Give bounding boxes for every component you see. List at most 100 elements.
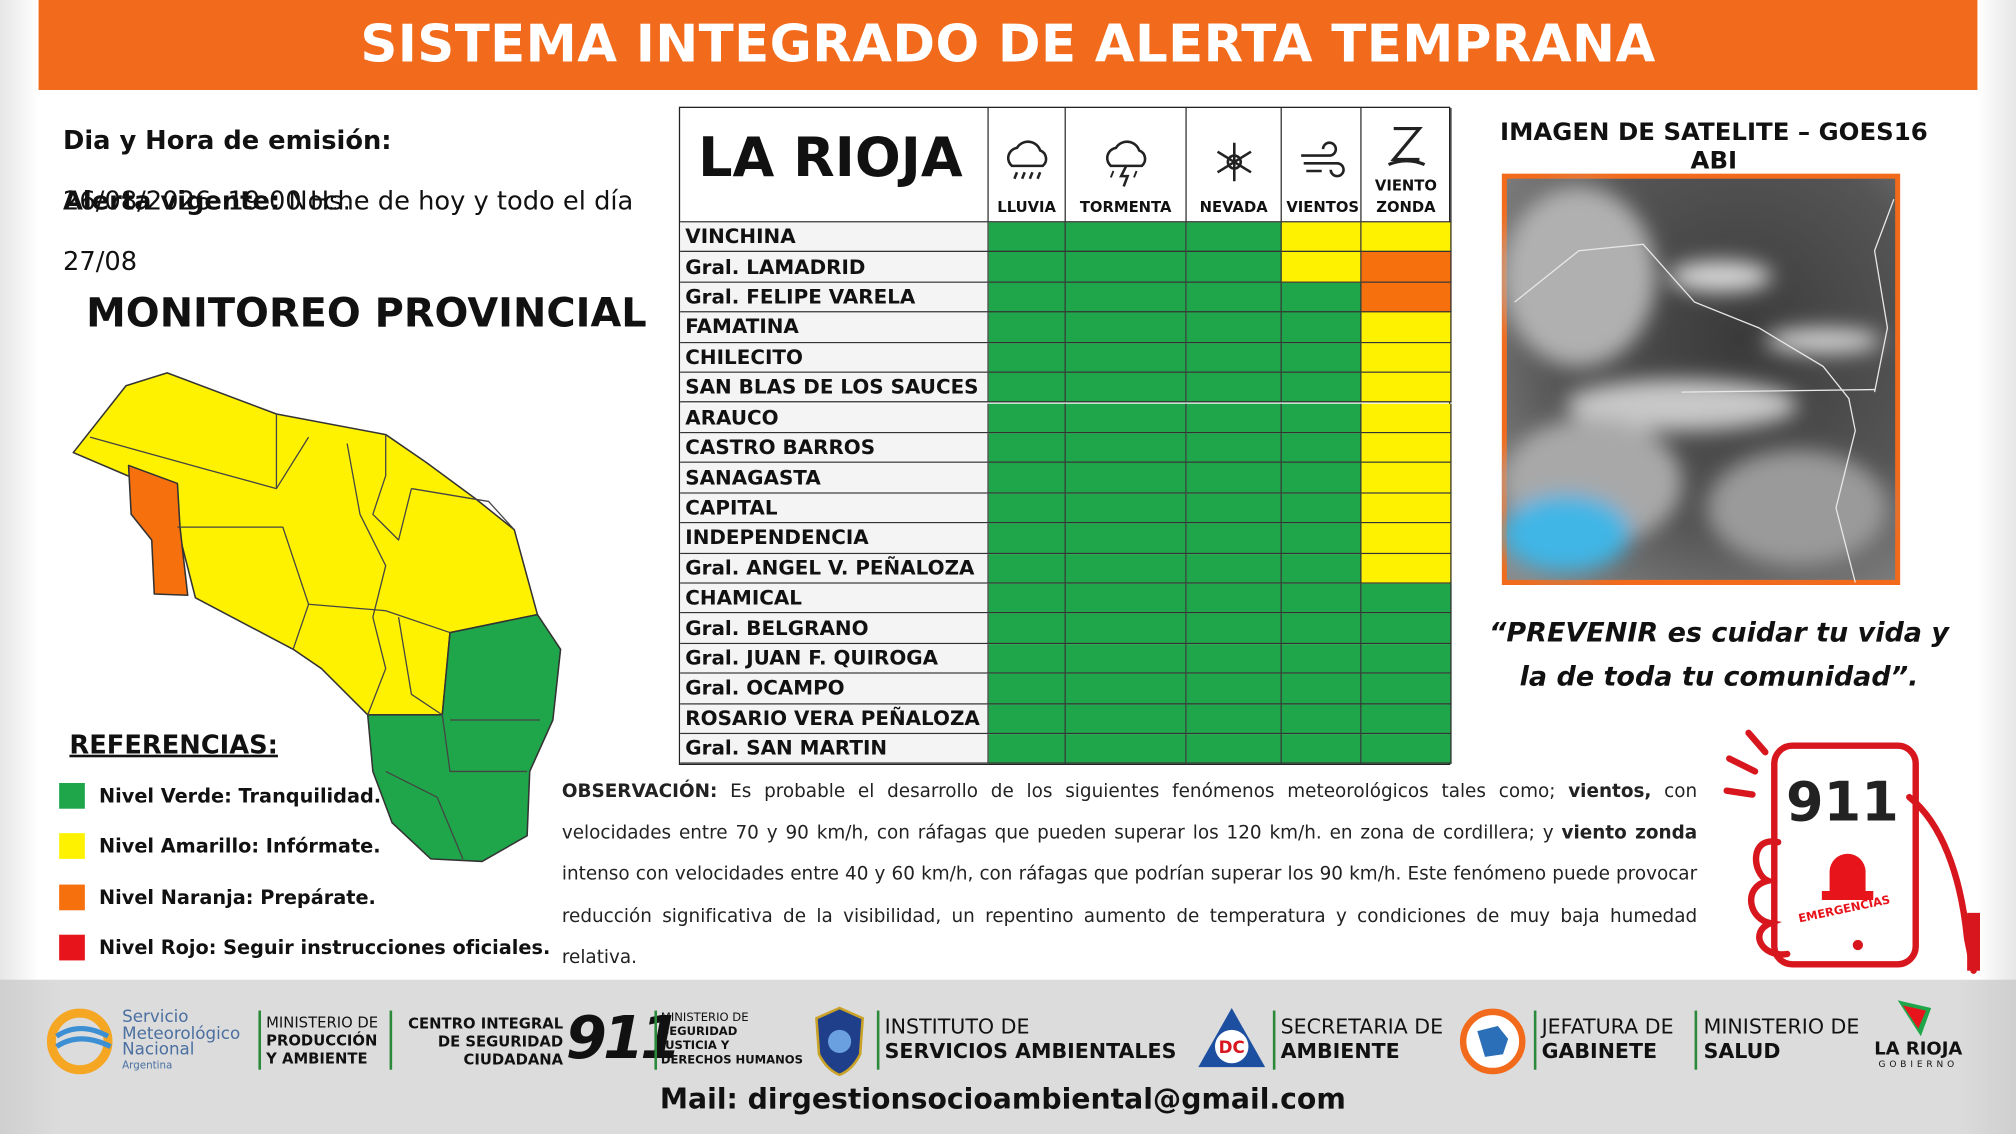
level-cell [1186, 704, 1282, 735]
row-name: SANAGASTA [680, 463, 989, 494]
separator [258, 1010, 261, 1070]
level-cell [1361, 372, 1452, 404]
level-cell [988, 463, 1066, 494]
level-cell [988, 312, 1066, 343]
column-header: VIENTO ZONDA [1361, 108, 1452, 223]
separator [654, 1010, 657, 1070]
logo-text: DC [1219, 1037, 1245, 1057]
logo-text: JUSTICIA Y [660, 1040, 730, 1053]
level-cell [1361, 583, 1452, 614]
alert-table: LA RIOJA LLUVIA TORMENTA NEVADA VIENTOS VIENT… [678, 106, 1452, 765]
level-cell [1281, 282, 1362, 313]
level-cell [1281, 403, 1362, 434]
row-name: SAN BLAS DE LOS SAUCES [680, 372, 989, 404]
level-cell [988, 734, 1066, 765]
reference-item: Nivel Rojo: Seguir instrucciones oficial… [59, 934, 550, 961]
column-header: NEVADA [1186, 108, 1282, 223]
logo-text: Y AMBIENTE [266, 1049, 368, 1068]
level-cell [1281, 342, 1362, 373]
observation-text: Es probable el desarrollo de los siguien… [717, 781, 1569, 803]
alert-line: Alerta vigente: Noche de hoy y todo el d… [63, 171, 667, 292]
level-cell [1361, 553, 1452, 584]
column-label: VIENTO ZONDA [1374, 176, 1437, 216]
level-cell [1281, 493, 1362, 524]
column-header: VIENTOS [1281, 108, 1362, 223]
row-name: CASTRO BARROS [680, 433, 989, 464]
logo: LA RIOJA GOBIERNO [1869, 1039, 1967, 1070]
smn-logo [46, 1008, 113, 1075]
level-cell [1361, 613, 1452, 644]
level-cell [1065, 342, 1187, 373]
level-cell [1361, 493, 1452, 524]
column-label: NEVADA [1199, 198, 1268, 216]
dc-logo: DC [1198, 1008, 1266, 1068]
gabinete-logo [1459, 1008, 1526, 1075]
logo: MINISTERIO DE SEGURIDAD JUSTICIA Y DEREC… [661, 1012, 803, 1069]
references-title: REFERENCIAS: [69, 729, 278, 760]
level-cell [1065, 553, 1187, 584]
satellite-title: IMAGEN DE SATELITE – GOES16 ABI [1499, 118, 1928, 175]
observation-text: OBSERVACIÓN: [561, 781, 718, 803]
level-cell [1281, 372, 1362, 404]
level-cell [1361, 252, 1452, 283]
row-name: CHAMICAL [680, 583, 989, 614]
level-cell [1065, 493, 1187, 524]
weather-icon [1006, 140, 1047, 180]
separator [1694, 1010, 1698, 1070]
la-rioja-logo [1897, 1000, 1932, 1037]
level-cell [1186, 372, 1282, 404]
column-label: LLUVIA [997, 198, 1056, 216]
column-header: LLUVIA [988, 108, 1066, 223]
separator [1533, 1010, 1537, 1070]
level-cell [988, 583, 1066, 614]
separator [389, 1010, 393, 1070]
level-cell [1065, 433, 1187, 464]
quote: “PREVENIR es cuidar tu vida y la de toda… [1479, 611, 1960, 698]
alert-value: Noche de hoy y todo el día 27/08 [63, 185, 634, 277]
level-cell [1361, 282, 1452, 313]
row-name: VINCHINA [680, 222, 989, 253]
observation-text: viento zonda [1561, 823, 1698, 844]
observation-text: con velocidades entre 70 y 90 km/h, con … [561, 781, 1698, 844]
level-cell [988, 403, 1066, 434]
weather-icon [1300, 141, 1345, 178]
logo-text: LA RIOJA [1874, 1038, 1963, 1060]
level-cell [1186, 613, 1282, 644]
level-cell [988, 433, 1066, 464]
level-cell [1281, 433, 1362, 464]
weather-icon [1216, 142, 1252, 182]
row-name: INDEPENDENCIA [680, 523, 989, 554]
level-cell [1065, 463, 1187, 494]
reference-label: Nivel Verde: Tranquilidad. [99, 784, 382, 808]
level-cell [1361, 433, 1452, 464]
logo-text: CIUDADANA [463, 1050, 564, 1069]
level-cell [1281, 553, 1362, 584]
logo-text: INSTITUTO DE [884, 1014, 1030, 1039]
level-cell [1361, 704, 1452, 735]
level-cell [1186, 523, 1282, 554]
observation-text: vientos, [1568, 781, 1652, 803]
emission-label: Dia y Hora de emisión: [63, 124, 392, 156]
row-name: Gral. FELIPE VARELA [680, 282, 989, 313]
level-cell [1065, 523, 1187, 554]
column-label: VIENTOS [1286, 198, 1360, 216]
observation-text: intenso con velocidades entre 40 y 60 km… [561, 864, 1698, 968]
level-cell [1186, 342, 1282, 373]
province-map [72, 372, 562, 863]
satellite-image [1501, 173, 1901, 585]
observation: OBSERVACIÓN: Es probable el desarrollo d… [562, 771, 1697, 978]
level-cell [1065, 312, 1187, 343]
level-cell [988, 372, 1066, 404]
level-cell [1065, 372, 1187, 404]
level-cell [988, 222, 1066, 253]
quote-line: “PREVENIR es cuidar tu vida y [1488, 617, 1950, 648]
emergency-graphic: 911 EMERGENCIAS [1723, 729, 1980, 974]
level-cell [1065, 583, 1187, 614]
level-cell [1361, 342, 1452, 373]
row-name: Gral. OCAMPO [680, 674, 989, 705]
level-cell [1281, 523, 1362, 554]
alert-label: Alerta vigente: [63, 185, 281, 216]
reference-label: Nivel Naranja: Prepárate. [99, 885, 376, 909]
reference-item: Nivel Verde: Tranquilidad. [59, 783, 381, 809]
logo-text: DE SEGURIDAD [437, 1032, 564, 1051]
